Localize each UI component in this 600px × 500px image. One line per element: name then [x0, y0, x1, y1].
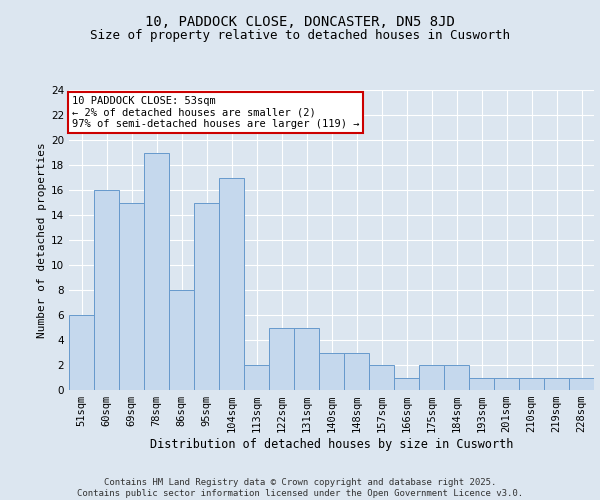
Bar [419, 365, 444, 390]
Bar [194, 202, 219, 390]
Bar [294, 328, 319, 390]
Bar [144, 152, 169, 390]
Bar [319, 352, 344, 390]
Bar [94, 190, 119, 390]
Bar [269, 328, 294, 390]
Bar [544, 378, 569, 390]
Y-axis label: Number of detached properties: Number of detached properties [37, 142, 47, 338]
Bar [494, 378, 519, 390]
Bar [569, 378, 594, 390]
X-axis label: Distribution of detached houses by size in Cusworth: Distribution of detached houses by size … [150, 438, 513, 451]
Bar [219, 178, 244, 390]
Bar [69, 315, 94, 390]
Bar [444, 365, 469, 390]
Text: 10, PADDOCK CLOSE, DONCASTER, DN5 8JD: 10, PADDOCK CLOSE, DONCASTER, DN5 8JD [145, 16, 455, 30]
Bar [469, 378, 494, 390]
Bar [169, 290, 194, 390]
Bar [244, 365, 269, 390]
Bar [344, 352, 369, 390]
Bar [119, 202, 144, 390]
Text: Size of property relative to detached houses in Cusworth: Size of property relative to detached ho… [90, 30, 510, 43]
Text: 10 PADDOCK CLOSE: 53sqm
← 2% of detached houses are smaller (2)
97% of semi-deta: 10 PADDOCK CLOSE: 53sqm ← 2% of detached… [71, 96, 359, 129]
Bar [519, 378, 544, 390]
Bar [369, 365, 394, 390]
Text: Contains HM Land Registry data © Crown copyright and database right 2025.
Contai: Contains HM Land Registry data © Crown c… [77, 478, 523, 498]
Bar [394, 378, 419, 390]
